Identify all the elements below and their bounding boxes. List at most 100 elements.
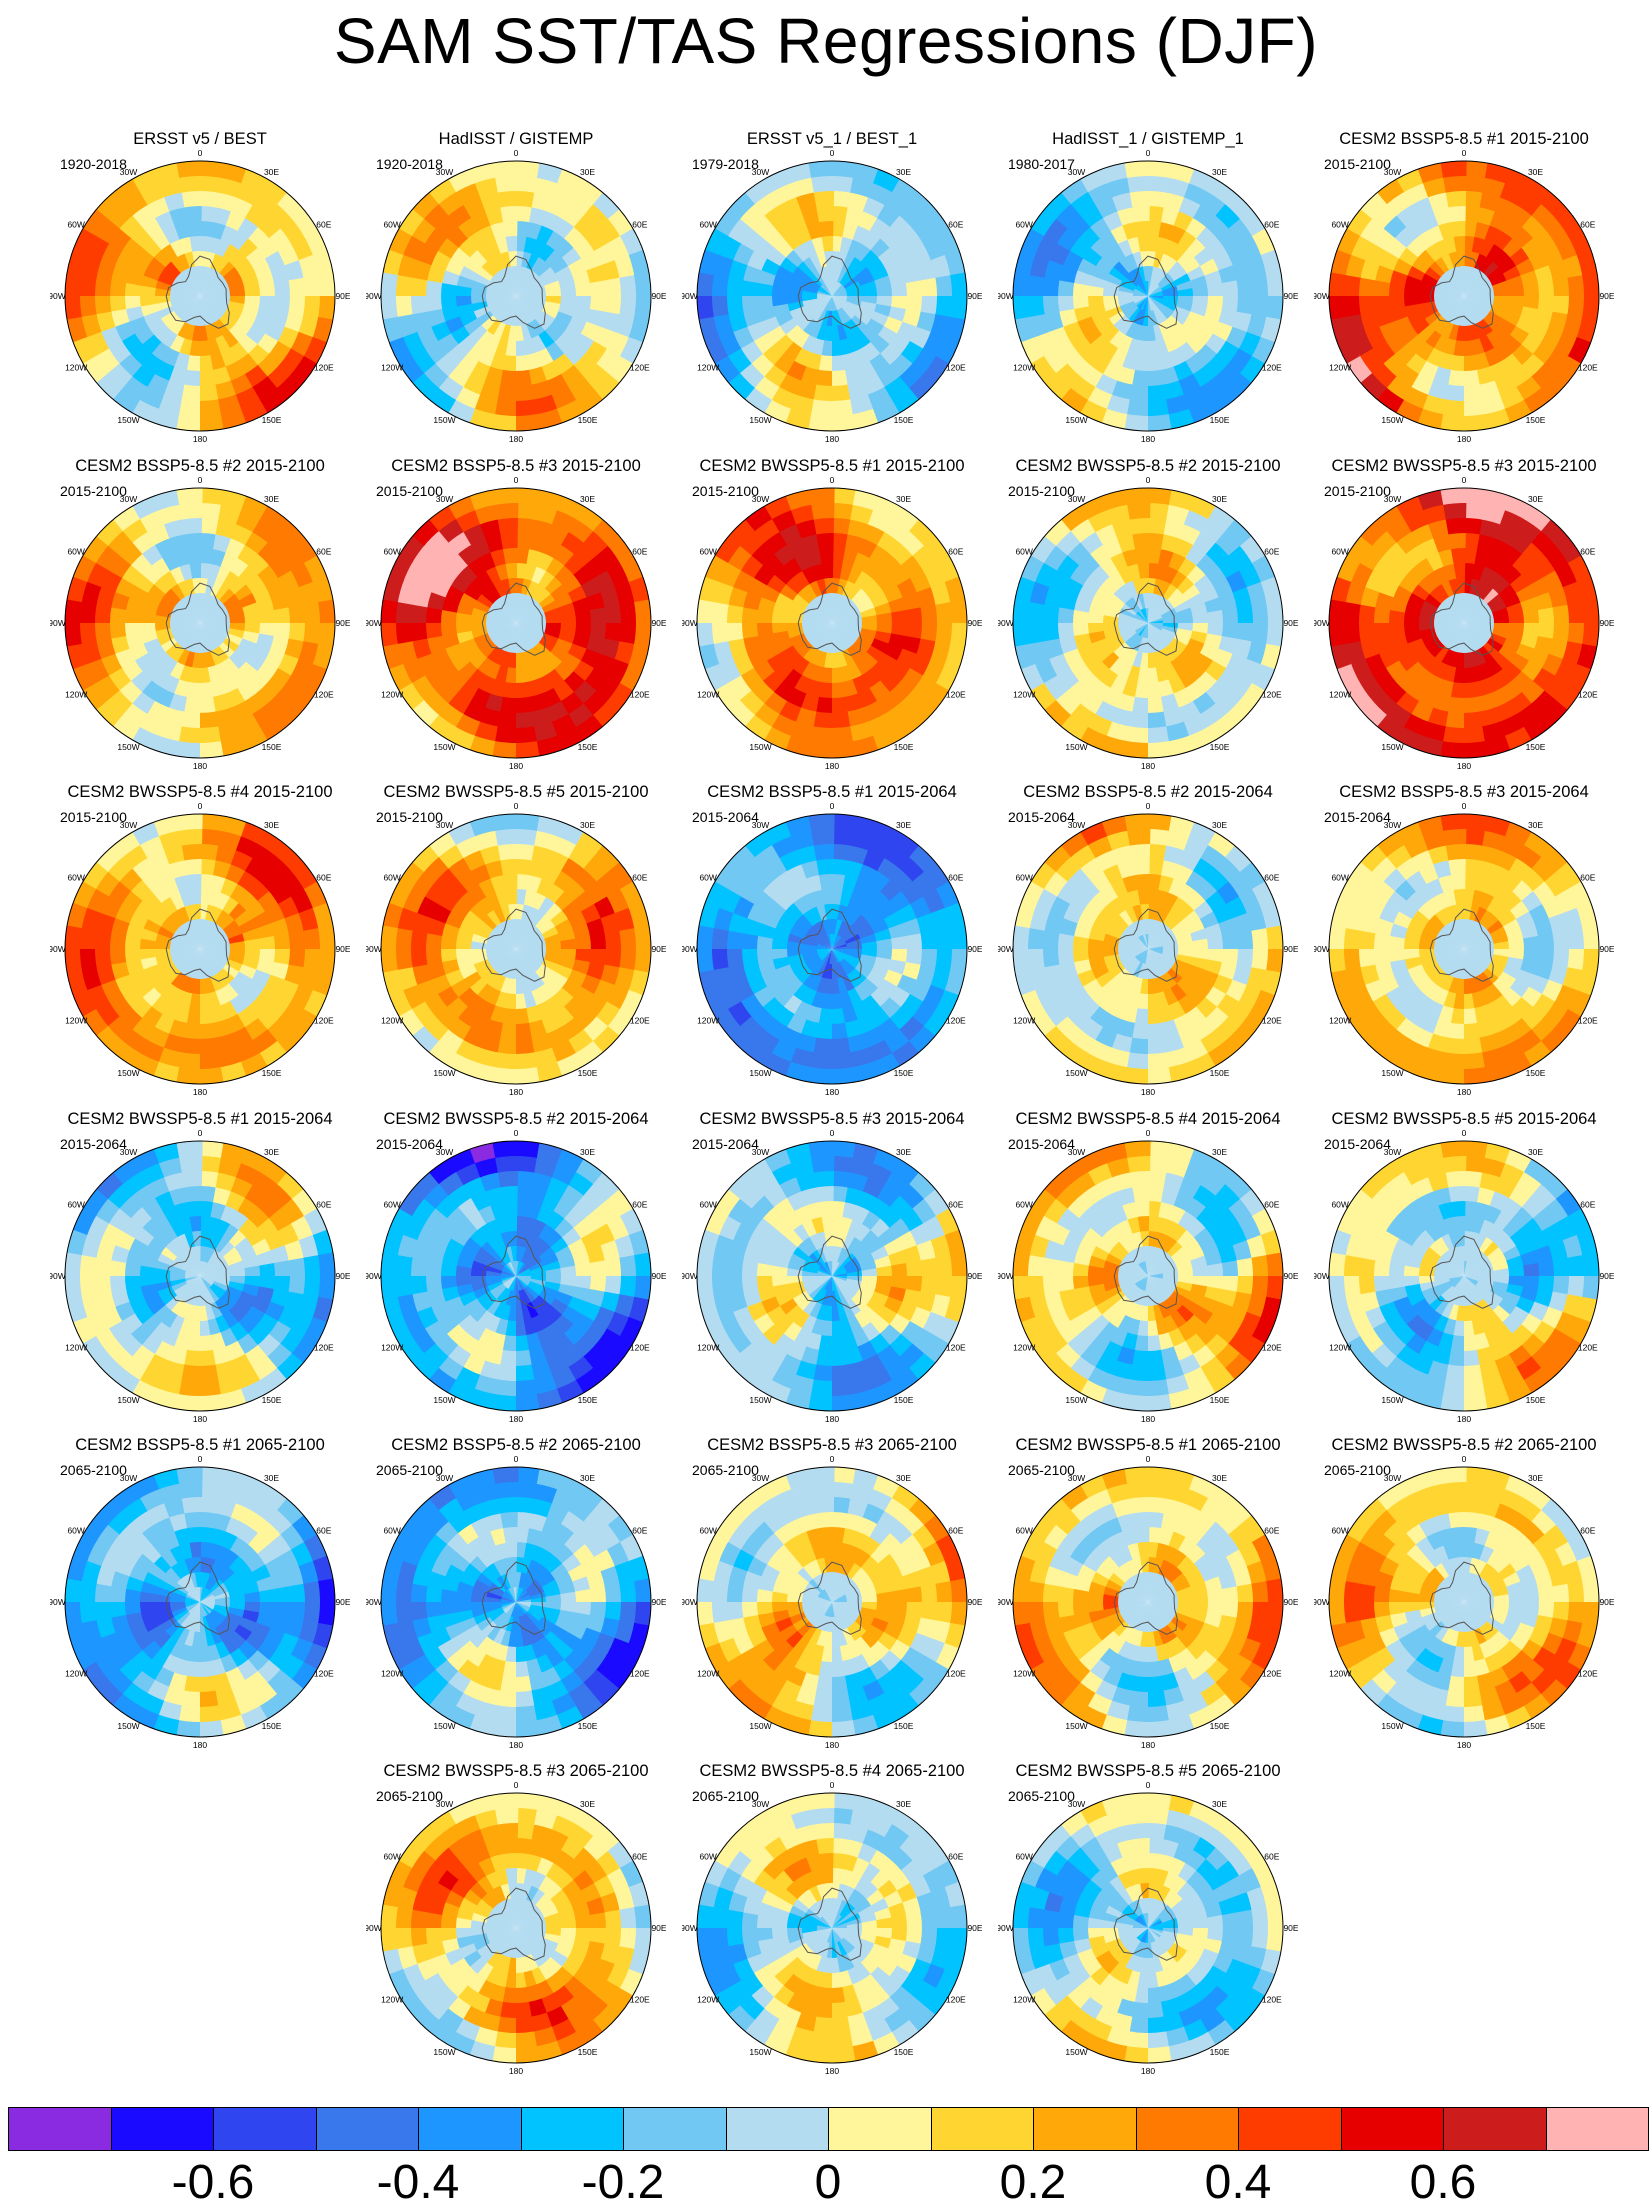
- regression-cell: [1462, 696, 1480, 714]
- regression-cell: [109, 278, 127, 296]
- regression-cell: [1461, 711, 1483, 729]
- regression-cell: [1133, 614, 1148, 623]
- panel-period: 2015-2100: [60, 483, 127, 499]
- regression-cell: [1435, 280, 1452, 291]
- regression-cell: [1148, 488, 1175, 506]
- regression-cell: [1443, 711, 1464, 729]
- regression-cell: [850, 642, 868, 659]
- regression-cell: [176, 161, 203, 178]
- regression-cell: [1117, 948, 1134, 955]
- regression-cell: [1108, 592, 1126, 608]
- regression-cell: [846, 290, 863, 297]
- regression-cell: [861, 623, 878, 632]
- regression-cell: [1159, 1019, 1180, 1039]
- regression-cell: [744, 504, 775, 532]
- regression-cell: [800, 987, 817, 1007]
- regression-cell: [428, 830, 459, 858]
- regression-cell: [516, 296, 524, 311]
- regression-cell: [185, 623, 200, 631]
- regression-cell: [227, 954, 246, 966]
- regression-cell: [803, 280, 820, 291]
- regression-cell: [521, 920, 532, 937]
- regression-cell: [1072, 608, 1090, 623]
- regression-cell: [1458, 637, 1464, 654]
- longitude-label: 120W: [1013, 363, 1035, 373]
- longitude-label: 180: [1141, 761, 1155, 771]
- regression-cell: [1176, 280, 1194, 292]
- regression-cell: [832, 949, 845, 962]
- regression-cell: [215, 891, 232, 911]
- regression-cell: [784, 651, 804, 670]
- regression-cell: [521, 903, 533, 922]
- regression-cell: [823, 652, 832, 669]
- regression-cell: [1433, 295, 1450, 302]
- regression-cell: [184, 532, 202, 550]
- regression-cell: [1411, 908, 1431, 927]
- regression-cell: [1118, 255, 1134, 274]
- regression-cell: [516, 610, 529, 623]
- longitude-label: 60W: [699, 547, 716, 557]
- regression-cell: [853, 330, 872, 350]
- antarctica-coastline: [797, 255, 862, 329]
- regression-cell: [1475, 693, 1496, 713]
- regression-cell: [529, 1033, 553, 1054]
- regression-cell: [1148, 547, 1163, 565]
- longitude-label: 60E: [948, 873, 963, 883]
- regression-cell: [515, 949, 519, 965]
- longitude-label: 180: [509, 761, 523, 771]
- regression-cell: [1448, 919, 1460, 937]
- regression-cell: [132, 820, 162, 846]
- regression-cell: [801, 645, 817, 663]
- regression-cell: [516, 290, 532, 296]
- regression-cell: [589, 280, 607, 298]
- longitude-label: 60W: [1015, 547, 1032, 557]
- regression-cell: [214, 971, 230, 990]
- regression-cell: [1562, 581, 1584, 607]
- regression-cell: [200, 161, 227, 179]
- regression-cell: [140, 927, 159, 942]
- regression-cell: [440, 621, 457, 637]
- regression-cell: [516, 934, 525, 949]
- regression-cell: [258, 296, 276, 311]
- regression-cell: [1118, 300, 1136, 312]
- regression-cell: [198, 369, 216, 387]
- regression-cell: [531, 256, 547, 274]
- regression-cell: [469, 901, 488, 921]
- regression-cell: [200, 873, 215, 891]
- regression-cell: [200, 814, 227, 832]
- regression-cell: [202, 265, 212, 283]
- regression-cell: [786, 279, 805, 291]
- regression-cell: [484, 334, 501, 354]
- regression-cell: [444, 583, 465, 603]
- regression-cell: [1148, 941, 1163, 949]
- regression-cell: [834, 918, 844, 936]
- regression-cell: [1567, 602, 1585, 626]
- regression-cell: [1162, 971, 1178, 990]
- regression-cell: [273, 607, 291, 625]
- regression-cell: [1464, 190, 1485, 208]
- regression-cell: [1265, 296, 1283, 323]
- regression-cell: [1537, 623, 1555, 641]
- regression-cell: [124, 294, 141, 310]
- regression-cell: [1177, 288, 1194, 297]
- regression-cell: [204, 324, 216, 342]
- regression-cell: [821, 562, 834, 579]
- regression-cell: [498, 369, 516, 387]
- regression-cell: [425, 931, 443, 949]
- regression-cell: [1087, 629, 1106, 644]
- regression-cell: [1173, 273, 1192, 287]
- regression-cell: [600, 259, 621, 283]
- regression-cell: [516, 161, 543, 179]
- regression-cell: [510, 918, 517, 935]
- regression-cell: [484, 661, 501, 681]
- regression-cell: [1555, 208, 1583, 239]
- regression-cell: [1164, 394, 1190, 416]
- regression-cell: [152, 651, 172, 670]
- panel-title: CESM2 BSSP5-8.5 #1 2015-2064: [707, 783, 957, 801]
- regression-cell: [841, 305, 856, 320]
- regression-cell: [297, 314, 319, 340]
- regression-cell: [229, 296, 246, 305]
- regression-cell: [527, 276, 543, 289]
- regression-cell: [1470, 665, 1485, 684]
